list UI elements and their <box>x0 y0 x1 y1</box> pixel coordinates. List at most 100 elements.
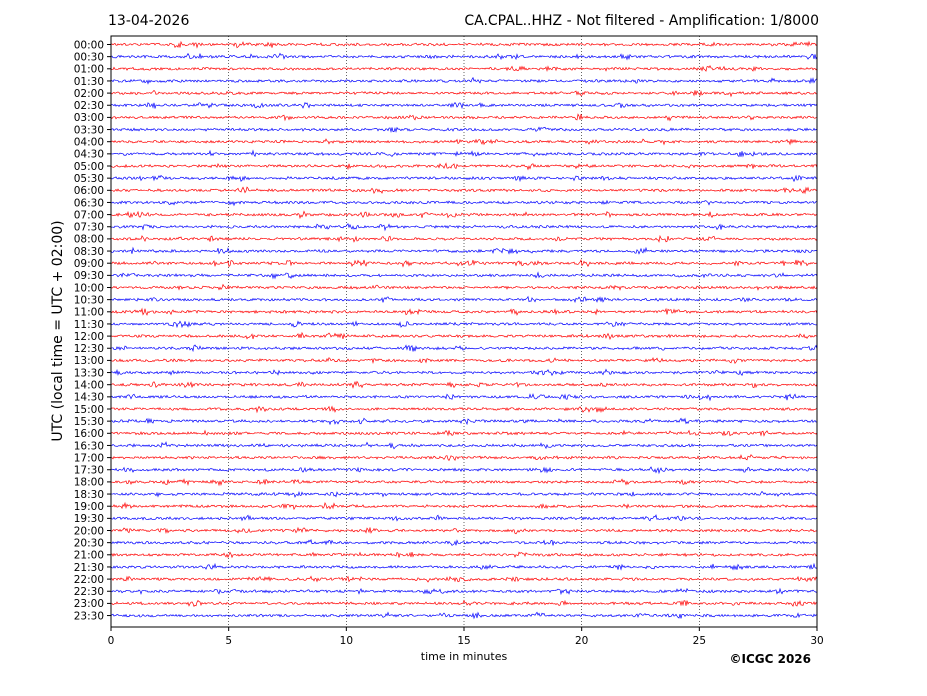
trace-line <box>110 64 818 73</box>
y-tick-label: 11:00 <box>74 307 104 319</box>
y-tick-label: 13:00 <box>74 355 104 367</box>
y-tick-label: 07:30 <box>74 222 104 234</box>
y-tick-label: 19:00 <box>74 501 104 513</box>
trace-line <box>110 417 818 426</box>
y-tick-label: 09:00 <box>74 258 104 270</box>
trace-series <box>110 40 818 620</box>
trace-line <box>110 138 818 146</box>
trace-line <box>110 40 818 49</box>
grid-lines <box>228 36 700 627</box>
trace-line <box>110 162 818 171</box>
y-tick-label: 02:30 <box>74 100 104 112</box>
trace-line <box>110 271 818 280</box>
y-tick-label: 14:00 <box>74 380 104 392</box>
y-tick-label: 14:30 <box>74 392 104 404</box>
y-tick-label: 16:30 <box>74 440 104 452</box>
y-tick-label: 01:30 <box>74 76 104 88</box>
trace-line <box>110 89 818 98</box>
trace-line <box>110 126 818 133</box>
y-tick-label: 11:30 <box>74 319 104 331</box>
trace-line <box>110 551 818 559</box>
y-tick-label: 05:00 <box>74 161 104 173</box>
trace-line <box>110 611 818 620</box>
trace-line <box>110 538 818 546</box>
trace-line <box>110 429 818 437</box>
y-tick-label: 06:30 <box>74 197 104 209</box>
trace-line <box>110 380 818 389</box>
trace-line <box>110 478 818 487</box>
trace-line <box>110 501 818 511</box>
trace-line <box>110 295 818 304</box>
y-tick-label: 18:30 <box>74 489 104 501</box>
trace-line <box>110 526 818 535</box>
y-tick-label: 04:00 <box>74 137 104 149</box>
y-tick-label: 03:30 <box>74 124 104 136</box>
x-tick-label: 25 <box>693 635 706 647</box>
y-tick-label: 15:00 <box>74 404 104 416</box>
y-tick-label: 19:30 <box>74 513 104 525</box>
trace-line <box>110 393 818 402</box>
y-tick-label: 00:30 <box>74 51 104 63</box>
trace-line <box>110 357 818 365</box>
y-axis-label: UTC (local time = UTC + 02:00) <box>50 220 66 441</box>
trace-line <box>110 307 818 316</box>
y-tick-label: 10:00 <box>74 282 104 294</box>
y-tick-label: 18:00 <box>74 477 104 489</box>
trace-line <box>110 562 818 571</box>
trace-line <box>110 234 818 243</box>
y-tick-label: 09:30 <box>74 270 104 282</box>
y-tick-label: 08:00 <box>74 234 104 246</box>
trace-line <box>110 599 818 607</box>
copyright-label: ©ICGC 2026 <box>729 652 811 666</box>
trace-line <box>110 368 818 377</box>
y-tick-label: 01:00 <box>74 64 104 76</box>
trace-line <box>110 514 818 522</box>
trace-line <box>110 113 818 122</box>
trace-line <box>110 466 818 475</box>
trace-line <box>110 76 818 85</box>
trace-line <box>110 441 818 450</box>
trace-line <box>110 102 818 110</box>
y-tick-label: 15:30 <box>74 416 104 428</box>
trace-line <box>110 331 818 340</box>
y-tick-label: 21:00 <box>74 550 104 562</box>
y-tick-label: 07:00 <box>74 209 104 221</box>
chart-date: 13-04-2026 <box>108 13 189 29</box>
y-tick-label: 03:00 <box>74 112 104 124</box>
y-tick-label: 05:30 <box>74 173 104 185</box>
y-tick-label: 04:30 <box>74 149 104 161</box>
y-tick-label: 22:30 <box>74 586 104 598</box>
trace-line <box>110 320 818 329</box>
trace-line <box>110 174 818 183</box>
y-tick-label: 17:30 <box>74 465 104 477</box>
trace-line <box>110 405 818 414</box>
x-axis-label: time in minutes <box>421 650 508 663</box>
trace-line <box>110 454 818 462</box>
y-tick-label: 00:00 <box>74 39 104 51</box>
trace-line <box>110 186 818 195</box>
plot-frame <box>110 35 818 628</box>
trace-line <box>110 490 818 498</box>
y-tick-label: 22:00 <box>74 574 104 586</box>
trace-line <box>110 259 818 268</box>
trace-line <box>110 587 818 596</box>
y-tick-label: 21:30 <box>74 562 104 574</box>
y-tick-label: 12:30 <box>74 343 104 355</box>
y-tick-label: 10:30 <box>74 294 104 306</box>
y-tick-label: 08:30 <box>74 246 104 258</box>
trace-line <box>110 52 818 61</box>
x-tick-label: 15 <box>457 635 470 647</box>
y-tick-label: 06:00 <box>74 185 104 197</box>
trace-line <box>110 575 818 583</box>
chart-title: CA.CPAL..HHZ - Not filtered - Amplificat… <box>464 13 819 29</box>
trace-line <box>110 344 818 353</box>
trace-line <box>110 210 818 220</box>
y-tick-label: 23:00 <box>74 598 104 610</box>
y-tick-label: 13:30 <box>74 367 104 379</box>
trace-line <box>110 223 818 232</box>
y-tick-label: 20:00 <box>74 525 104 537</box>
x-tick-label: 30 <box>810 635 823 647</box>
y-tick-label: 02:00 <box>74 88 104 100</box>
y-axis-ticks: 00:0000:3001:0001:3002:0002:3003:0003:30… <box>74 39 111 622</box>
